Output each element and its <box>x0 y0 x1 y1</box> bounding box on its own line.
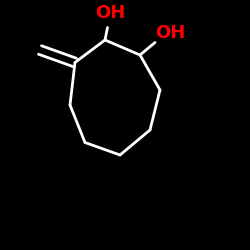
Text: OH: OH <box>95 4 125 22</box>
Text: OH: OH <box>155 24 185 42</box>
